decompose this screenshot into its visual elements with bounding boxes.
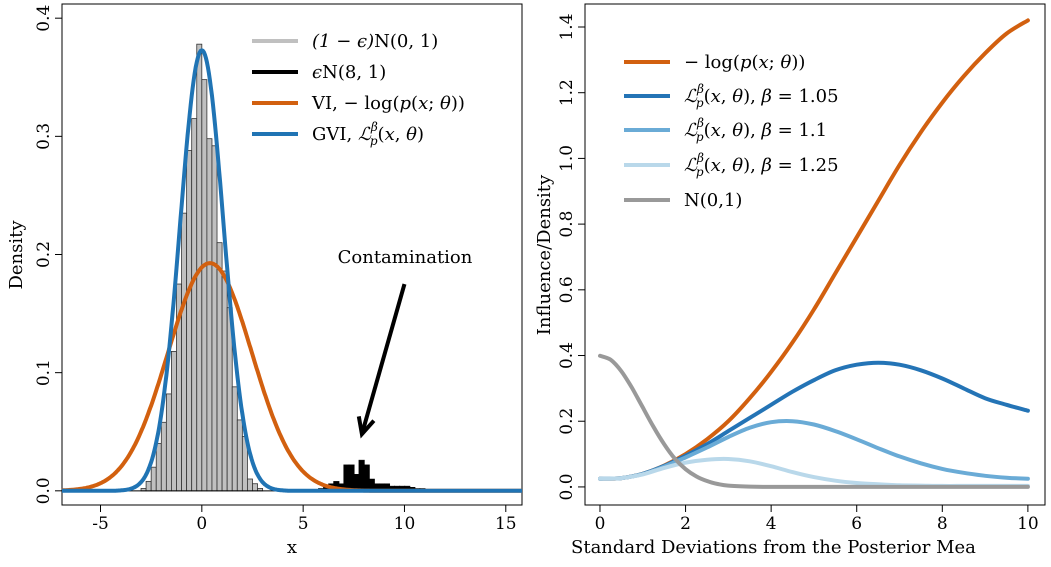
right-chart: 0 2 4 6 8 10 0.0 0.2 0.4 0.6 0.8 1.0 1.2 1.4 Standar…: [534, 3, 1046, 558]
left-chart: -5 0 5 10 15 0.0 0.1 0.2 0.3 0.4 x Density (1 − …: [6, 3, 523, 558]
x-tick-label: 4: [766, 514, 777, 534]
histogram-bar: [216, 242, 223, 492]
legend-label-gvi: GVI, ℒβ p(x, θ): [312, 120, 424, 148]
y-tick-label: 0.4: [557, 342, 577, 369]
beta-105-line: [598, 360, 1030, 481]
right-legend: − log(p(x; θ)) ℒβ p(x, θ), β = 1.05 ℒβ p(x…: [624, 52, 839, 211]
legend-label-beta-11: ℒβ p(x, θ), β = 1.1: [684, 116, 827, 144]
x-tick-label: 0: [196, 514, 207, 534]
histogram-bar: [150, 466, 157, 492]
contamination-label: Contamination: [338, 247, 473, 268]
y-tick-label: 0.1: [34, 359, 54, 386]
right-plot-frame: [584, 3, 1046, 506]
contamination-bar: [348, 464, 355, 492]
y-tick-label: 0.8: [557, 211, 577, 238]
y-tick-label: 0.3: [34, 123, 54, 150]
x-tick-label: 2: [680, 514, 691, 534]
legend-label-beta-105: ℒβ p(x, θ), β = 1.05: [684, 82, 839, 110]
left-x-axis: -5 0 5 10 15: [92, 505, 517, 534]
histogram-bar: [145, 480, 152, 492]
histogram-bar: [252, 483, 258, 492]
histogram-bar: [165, 393, 172, 492]
y-tick-label: 1.4: [557, 13, 577, 40]
right-x-axis-title: Standard Deviations from the Posterior M…: [571, 537, 976, 558]
contamination-bar: [343, 464, 350, 492]
right-y-axis-title: Influence/Density: [534, 174, 555, 335]
left-y-axis: 0.0 0.1 0.2 0.3 0.4: [34, 5, 62, 504]
left-y-axis-title: Density: [6, 220, 27, 290]
beta-11-line: [598, 419, 1030, 481]
contamination-arrowhead: [356, 416, 376, 439]
y-tick-label: 0.2: [557, 408, 577, 435]
x-tick-label: 6: [851, 514, 862, 534]
histogram-bar: [191, 118, 198, 492]
histogram-bar: [171, 350, 177, 492]
contamination-bar: [358, 459, 365, 492]
histogram-bar: [186, 150, 193, 492]
y-tick-label: 0.0: [34, 477, 54, 504]
right-y-axis: 0.0 0.2 0.4 0.6 0.8 1.0 1.2 1.4: [557, 13, 585, 500]
y-tick-label: 0.4: [34, 5, 54, 32]
gvi-density-line: [61, 48, 523, 493]
x-tick-label: 8: [937, 514, 948, 534]
left-x-axis-title: x: [287, 537, 297, 558]
y-tick-label: 0.0: [557, 473, 577, 500]
left-legend: (1 − ϵ)N(0, 1) ϵN(8, 1) VI, − log(p(x; θ…: [252, 31, 465, 148]
legend-label-beta-125: ℒβ p(x, θ), β = 1.25: [684, 151, 839, 179]
vi-density-line: [61, 261, 523, 493]
x-tick-label: 5: [298, 514, 309, 534]
histogram-bar: [181, 212, 188, 492]
legend-label-main: (1 − ϵ)N(0, 1): [312, 31, 438, 52]
histogram-bar: [160, 421, 167, 492]
histogram-bar: [221, 270, 228, 492]
legend-label-vi: VI, − log(p(x; θ)): [311, 93, 465, 114]
influence-curves: [598, 18, 1030, 489]
histogram-bar: [247, 478, 253, 492]
x-tick-label: 15: [495, 514, 517, 534]
x-tick-label: 10: [394, 514, 416, 534]
histogram-bar: [211, 145, 218, 492]
y-tick-label: 0.6: [557, 276, 577, 303]
legend-label-normal: N(0,1): [684, 190, 742, 211]
legend-label-contamination: ϵN(8, 1): [312, 62, 386, 83]
legend-label-neglog: − log(p(x; θ)): [684, 52, 805, 73]
density-curves: [61, 48, 523, 493]
histogram-bar: [201, 79, 208, 492]
contamination-bar: [363, 464, 370, 492]
contamination-arrow: [359, 283, 407, 435]
right-x-axis: 0 2 4 6 8 10: [595, 505, 1039, 534]
x-tick-label: -5: [92, 514, 109, 534]
histogram-bar: [236, 419, 243, 492]
contamination-histogram: [62, 459, 522, 492]
y-tick-label: 0.2: [34, 241, 54, 268]
x-tick-label: 10: [1017, 514, 1039, 534]
y-tick-label: 1.0: [557, 145, 577, 172]
histogram-bar: [155, 443, 162, 492]
histogram-bar: [231, 386, 238, 492]
y-tick-label: 1.2: [557, 79, 577, 106]
x-tick-label: 0: [595, 514, 606, 534]
normal-density-line: [598, 353, 1030, 489]
histogram-bar: [206, 138, 213, 492]
